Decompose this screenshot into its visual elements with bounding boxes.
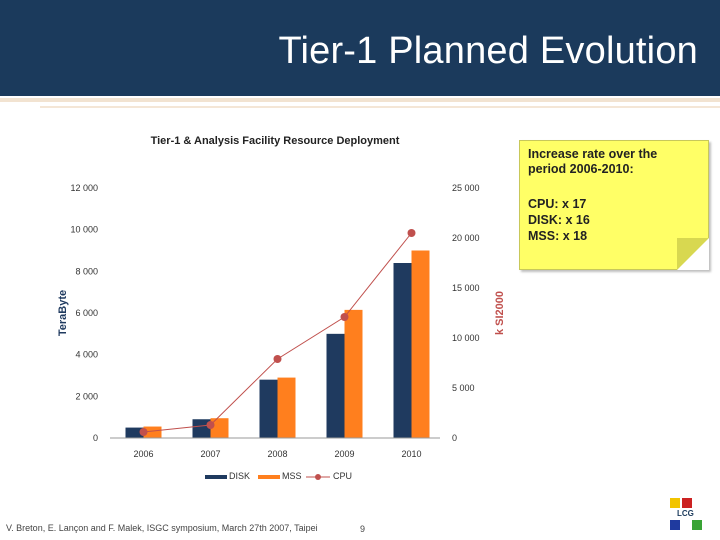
y-left-axis-label: TeraByte <box>57 290 69 336</box>
chart-title: Tier-1 & Analysis Facility Resource Depl… <box>151 135 400 147</box>
y-right-tick-label: 25 000 <box>452 183 480 193</box>
y-left-tick-label: 12 000 <box>70 183 98 193</box>
title-divider <box>0 98 720 102</box>
y-right-tick-label: 0 <box>452 433 457 443</box>
y-left-tick-label: 6 000 <box>75 308 98 318</box>
x-tick-label: 2007 <box>200 449 220 459</box>
title-divider-thin <box>40 106 720 108</box>
bar-disk <box>192 419 211 438</box>
legend-label-mss: MSS <box>282 471 302 481</box>
y-right-tick-label: 20 000 <box>452 233 480 243</box>
y-left-tick-label: 4 000 <box>75 350 98 360</box>
x-tick-label: 2010 <box>401 449 421 459</box>
y-left-tick-label: 10 000 <box>70 225 98 235</box>
point-cpu <box>407 229 416 237</box>
y-right-axis-label: k SI2000 <box>494 291 506 335</box>
logo-footer-text: LCG <box>676 509 695 518</box>
legend-label-cpu: CPU <box>333 471 352 481</box>
note-mss: MSS: x 18 <box>528 229 588 243</box>
y-left-tick-label: 8 000 <box>75 266 98 276</box>
y-left-tick-label: 2 000 <box>75 391 98 401</box>
point-cpu <box>340 313 349 321</box>
legend-label-disk: DISK <box>229 471 250 481</box>
point-cpu <box>206 421 215 429</box>
sticky-note: Increase rate over the period 2006-2010:… <box>519 140 709 270</box>
note-fold <box>677 238 709 270</box>
point-cpu <box>139 428 148 436</box>
bar-mss <box>411 250 430 438</box>
bar-disk <box>326 333 345 438</box>
bar-mss <box>143 426 162 438</box>
y-left-tick-label: 0 <box>93 433 98 443</box>
y-right-tick-label: 5 000 <box>452 383 475 393</box>
y-right-tick-label: 10 000 <box>452 333 480 343</box>
x-tick-label: 2009 <box>334 449 354 459</box>
note-disk: DISK: x 16 <box>528 213 590 227</box>
title-bar: Tier-1 Planned Evolution <box>0 0 720 96</box>
legend-swatch-mss <box>258 475 280 479</box>
resource-chart: Tier-1 & Analysis Facility Resource Depl… <box>57 135 506 481</box>
legend-swatch-disk <box>205 475 227 479</box>
lcg-logo-footer-icon: LCG <box>670 498 710 534</box>
page-number: 9 <box>360 524 366 534</box>
note-line-1: Increase rate over the <box>528 147 658 161</box>
bar-mss <box>210 418 229 438</box>
footer-citation: V. Breton, E. Lançon and F. Malek, ISGC … <box>6 523 318 533</box>
x-tick-label: 2006 <box>133 449 153 459</box>
point-cpu <box>273 355 282 363</box>
note-line-2: period 2006-2010: <box>528 162 634 176</box>
bar-mss <box>344 309 363 438</box>
bar-mss <box>277 377 296 438</box>
bar-disk <box>125 427 144 438</box>
bar-disk <box>259 379 278 438</box>
slide-title: Tier-1 Planned Evolution <box>278 30 698 72</box>
note-cpu: CPU: x 17 <box>528 197 587 211</box>
legend-marker-cpu <box>315 474 321 480</box>
y-right-tick-label: 15 000 <box>452 283 480 293</box>
bar-disk <box>393 263 412 438</box>
chart-panel: Tier-1 & Analysis Facility Resource Depl… <box>40 118 510 488</box>
x-tick-label: 2008 <box>267 449 287 459</box>
